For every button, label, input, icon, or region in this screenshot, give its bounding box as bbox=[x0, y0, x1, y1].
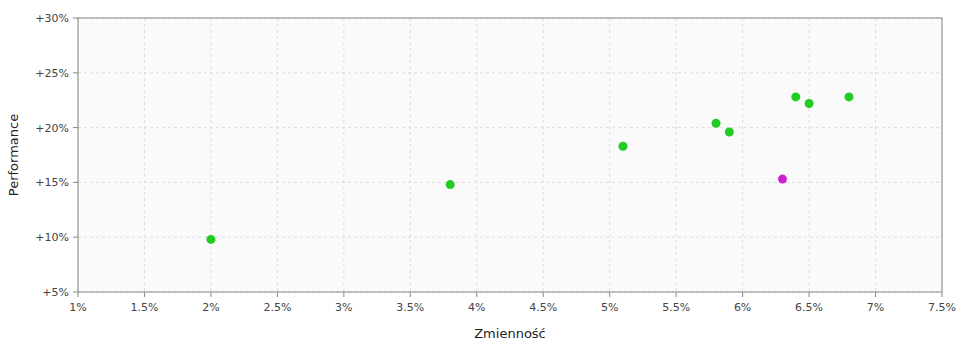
grid-line-y bbox=[78, 72, 942, 73]
tick-label-y: +30% bbox=[35, 12, 69, 25]
grid-line-y bbox=[78, 127, 942, 128]
grid-line-x bbox=[210, 18, 211, 292]
grid-line-x bbox=[343, 18, 344, 292]
series bbox=[778, 175, 787, 184]
plot-area bbox=[78, 18, 942, 292]
tick-x bbox=[78, 292, 79, 297]
point bbox=[206, 235, 215, 244]
tick-label-y: +20% bbox=[35, 122, 69, 135]
tick-label-y: +5% bbox=[42, 286, 69, 299]
tick-label-x: 4.5% bbox=[529, 301, 557, 314]
tick-label-x: 5.5% bbox=[662, 301, 690, 314]
tick-y bbox=[73, 72, 78, 73]
tick-x bbox=[144, 292, 145, 297]
tick-label-x: 3% bbox=[335, 301, 352, 314]
grid-line-x bbox=[809, 18, 810, 292]
tick-x bbox=[343, 292, 344, 297]
tick-label-x: 2.5% bbox=[263, 301, 291, 314]
tick-y bbox=[73, 127, 78, 128]
x-axis-label: Zmienność bbox=[474, 326, 546, 341]
tick-label-x: 1.5% bbox=[130, 301, 158, 314]
tick-x bbox=[942, 292, 943, 297]
tick-labels: 1% 1.5% 2% 2.5% 3% 3.5% 4% 4.5% 5% 5.5% 6% 6.5% 7% 7.… bbox=[35, 12, 956, 314]
tick-label-x: 2% bbox=[202, 301, 219, 314]
series bbox=[206, 92, 853, 243]
plot-frame bbox=[78, 18, 942, 292]
tick-y bbox=[73, 182, 78, 183]
points bbox=[206, 92, 853, 243]
tick-label-x: 5% bbox=[601, 301, 618, 314]
tick-x bbox=[809, 292, 810, 297]
point bbox=[446, 180, 455, 189]
grid-line-y bbox=[78, 182, 942, 183]
grid-line-x bbox=[875, 18, 876, 292]
chart-svg: 1% 1.5% 2% 2.5% 3% 3.5% 4% 4.5% 5% 5.5% 6% 6.5% 7% 7.… bbox=[0, 0, 966, 350]
grid-line-x bbox=[410, 18, 411, 292]
tick-x bbox=[543, 292, 544, 297]
tick-label-x: 6% bbox=[734, 301, 751, 314]
tick-y bbox=[73, 292, 78, 293]
tick-label-x: 7.5% bbox=[928, 301, 956, 314]
tick-x bbox=[609, 292, 610, 297]
tick-x bbox=[410, 292, 411, 297]
tick-y bbox=[73, 237, 78, 238]
tick-y bbox=[73, 18, 78, 19]
tick-label-y: +25% bbox=[35, 67, 69, 80]
tick-x bbox=[476, 292, 477, 297]
tick-label-y: +15% bbox=[35, 176, 69, 189]
grid-line-x bbox=[676, 18, 677, 292]
point bbox=[618, 142, 627, 151]
tick-x bbox=[676, 292, 677, 297]
tick-label-y: +10% bbox=[35, 231, 69, 244]
tick-label-x: 7% bbox=[867, 301, 884, 314]
y-axis-label: Performance bbox=[6, 114, 21, 196]
point bbox=[725, 127, 734, 136]
grid-line-x bbox=[742, 18, 743, 292]
tick-label-x: 6.5% bbox=[795, 301, 823, 314]
chart-container: 1% 1.5% 2% 2.5% 3% 3.5% 4% 4.5% 5% 5.5% 6% 6.5% 7% 7.… bbox=[0, 0, 966, 350]
grid-line-x bbox=[277, 18, 278, 292]
tick-label-x: 4% bbox=[468, 301, 485, 314]
grid-line-x bbox=[144, 18, 145, 292]
tick-x bbox=[875, 292, 876, 297]
grid-line-x bbox=[543, 18, 544, 292]
tick-x bbox=[210, 292, 211, 297]
point bbox=[778, 175, 787, 184]
tick-label-x: 1% bbox=[69, 301, 86, 314]
point bbox=[805, 99, 814, 108]
tick-x bbox=[742, 292, 743, 297]
tick-label-x: 3.5% bbox=[396, 301, 424, 314]
tick-x bbox=[277, 292, 278, 297]
grid bbox=[73, 18, 942, 297]
grid-line-x bbox=[476, 18, 477, 292]
point bbox=[844, 92, 853, 101]
point bbox=[791, 92, 800, 101]
point bbox=[712, 119, 721, 128]
grid-line-x bbox=[609, 18, 610, 292]
